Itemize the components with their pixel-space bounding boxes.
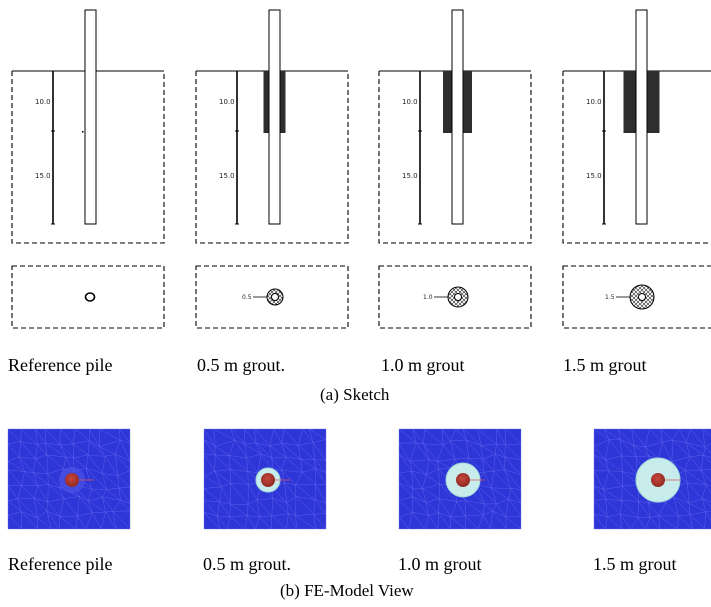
pile-section (454, 293, 462, 301)
sketch-label-1-0m-grout: 1.0 m grout (381, 355, 465, 375)
grout-column (623, 71, 636, 133)
sketch-panel-1: 10.0 15.0 0.5 (195, 9, 349, 329)
grout-column (443, 71, 452, 133)
depth-label: 15.0 (402, 172, 418, 180)
grout-column (280, 71, 286, 133)
pile (84, 9, 97, 225)
depth-label: 15.0 (219, 172, 235, 180)
depth-label: 15.0 (586, 172, 602, 180)
sketch-label-0-5m-grout: 0.5 m grout. (197, 355, 285, 375)
grout-dimension-label: 0.5 (242, 294, 252, 301)
mesh-lines (203, 428, 327, 530)
plan-view-box (562, 265, 711, 329)
plan-view-box (378, 265, 532, 329)
mesh-lines (398, 428, 522, 530)
sketch-caption: (a) Sketch (320, 385, 390, 404)
fe-label-1-0m-grout: 1.0 m grout (398, 554, 482, 574)
fe-label-1-5m-grout: 1.5 m grout (593, 554, 677, 574)
pile-section (261, 473, 275, 487)
pile (451, 9, 464, 225)
soil-box (562, 71, 711, 244)
depth-label: 15.0 (35, 172, 51, 180)
plan-view-box (11, 265, 165, 329)
fe-model-views (7, 428, 711, 530)
pile-section (84, 292, 96, 302)
fe-caption: (b) FE-Model View (280, 581, 414, 600)
mesh-lines (593, 428, 711, 530)
grout-column (463, 71, 472, 133)
pile-section (638, 293, 646, 301)
plan-view-box (195, 265, 349, 329)
fe-panel-0 (7, 428, 131, 530)
grout-column (647, 71, 660, 133)
marker-dot (82, 131, 84, 133)
grout-dimension-label: 1.5 (605, 294, 615, 301)
fe-label-0-5m-grout: 0.5 m grout. (203, 554, 291, 574)
pile (268, 9, 281, 225)
depth-label: 10.0 (219, 98, 235, 106)
mesh-lines (7, 428, 131, 530)
pile-section (651, 473, 665, 487)
grout-dimension-label: 1.0 (423, 294, 433, 301)
depth-label: 10.0 (586, 98, 602, 106)
fe-panel-1 (203, 428, 327, 530)
grout-column (263, 71, 269, 133)
soil-box (378, 71, 532, 244)
sketch-label-1-5m-grout: 1.5 m grout (563, 355, 647, 375)
pile-section (65, 473, 79, 487)
fe-label-reference-pile: Reference pile (8, 554, 113, 574)
sketch-panel-2: 10.0 15.0 1.0 (378, 9, 532, 329)
soil-box (11, 71, 165, 244)
sketch-panel-3: 10.0 15.0 1.5 (562, 9, 711, 329)
depth-label: 10.0 (402, 98, 418, 106)
sketch-label-reference-pile: Reference pile (8, 355, 113, 375)
pile-section (271, 293, 279, 301)
fe-panel-2 (398, 428, 522, 530)
sketch-panel-0: 10.0 15.0 (11, 9, 165, 329)
soil-box (195, 71, 349, 244)
fe-panel-3 (593, 428, 711, 530)
sketch-diagrams: 10.0 15.0 10.0 15.0 0.5 10.0 15.0 1.0 10.0 15.0 1.… (11, 9, 711, 329)
pile (635, 9, 648, 225)
depth-label: 10.0 (35, 98, 51, 106)
pile-section (456, 473, 470, 487)
